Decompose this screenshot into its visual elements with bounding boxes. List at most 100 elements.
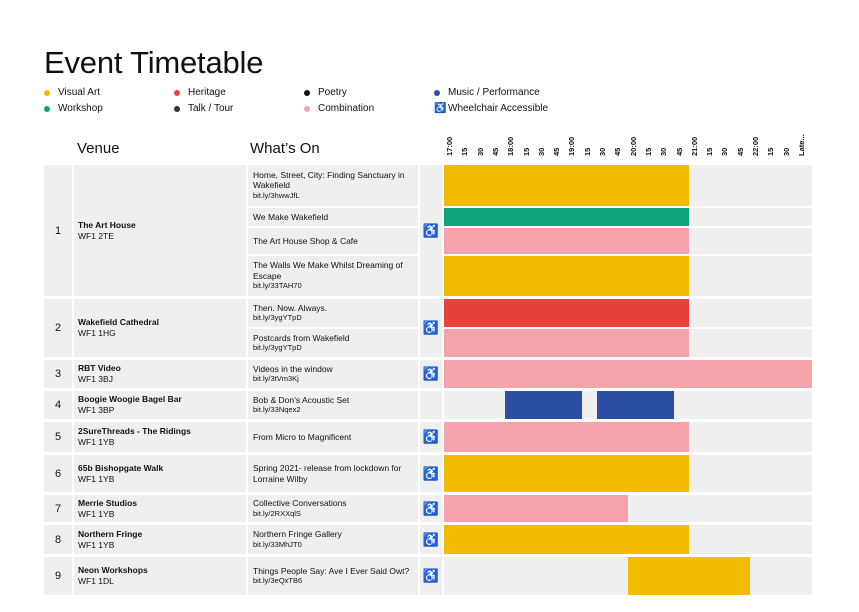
event-cell: Northern Fringe Gallery bit.ly/33MhJT0 bbox=[248, 525, 418, 554]
legend-swatch bbox=[44, 106, 50, 112]
legend-label: Talk / Tour bbox=[188, 103, 234, 114]
venue-number: 9 bbox=[44, 557, 72, 595]
event-cell: Collective Conversations bit.ly/2RXXqlS bbox=[248, 495, 418, 522]
legend-item: Combination bbox=[304, 103, 374, 115]
time-tick-label: 15 bbox=[705, 147, 715, 156]
event-time-bar[interactable] bbox=[444, 525, 689, 554]
legend-item: Music / Performance bbox=[434, 87, 540, 99]
venue-name: Wakefield Cathedral bbox=[78, 317, 159, 327]
accessibility-cell: ♿ bbox=[420, 455, 442, 492]
venue-postcode: WF1 1HG bbox=[78, 328, 116, 338]
legend-label: Heritage bbox=[188, 87, 226, 98]
event-time-bar[interactable] bbox=[444, 455, 689, 492]
event-time-bar[interactable] bbox=[444, 329, 689, 357]
time-tick-label: 30 bbox=[781, 147, 791, 156]
legend-label: Poetry bbox=[318, 87, 347, 98]
legend-swatch bbox=[304, 106, 310, 112]
time-tick-label: 45 bbox=[735, 147, 745, 156]
event-link[interactable]: bit.ly/3ygYTpD bbox=[253, 343, 302, 352]
venue-cell: Neon Workshops WF1 1DL bbox=[74, 557, 246, 595]
venue-number: 3 bbox=[44, 360, 72, 388]
event-link[interactable]: bit.ly/33Nqex2 bbox=[253, 405, 301, 414]
event-link[interactable]: bit.ly/3eQxTB6 bbox=[253, 576, 303, 585]
time-tick-label: 22:00 bbox=[751, 136, 760, 156]
event-cell: Videos in the window bit.ly/3tVm3Kj bbox=[248, 360, 418, 388]
legend-label: Visual Art bbox=[58, 87, 101, 98]
event-title: Home, Street, City: Finding Sanctuary in… bbox=[253, 169, 405, 191]
time-tick-label: 30 bbox=[475, 147, 485, 156]
wheelchair-icon: ♿ bbox=[422, 320, 440, 335]
event-cell: From Micro to Magnificent bbox=[248, 422, 418, 452]
venue-cell: Wakefield Cathedral WF1 1HG bbox=[74, 299, 246, 357]
event-title: Videos in the window bbox=[253, 363, 333, 374]
event-title: Collective Conversations bbox=[253, 498, 347, 508]
event-link[interactable]: bit.ly/33MhJT0 bbox=[253, 539, 302, 549]
venue-number: 6 bbox=[44, 455, 72, 492]
venue-cell: Northern Fringe WF1 1YB bbox=[74, 525, 246, 554]
wheelchair-icon: ♿ bbox=[422, 366, 440, 381]
venue-number: 8 bbox=[44, 525, 72, 554]
event-cell: The Walls We Make Whilst Dreaming of Esc… bbox=[248, 256, 418, 296]
legend-label: Music / Performance bbox=[448, 87, 540, 98]
event-title: Things People Say: Ave I Ever Said Owt? bbox=[253, 565, 410, 576]
event-time-bar[interactable] bbox=[444, 256, 689, 296]
venue-postcode: WF1 1YB bbox=[78, 437, 115, 447]
venue-name: Merrie Studios bbox=[78, 497, 138, 508]
legend-item: Workshop bbox=[44, 103, 103, 115]
venue-cell: Merrie Studios WF1 1YB bbox=[74, 495, 246, 522]
venue-cell: Boogie Woogie Bagel Bar WF1 3BP bbox=[74, 391, 246, 419]
event-title: Postcards from Wakefield bbox=[253, 332, 350, 343]
time-tick-label: Late... bbox=[796, 134, 806, 156]
event-title: From Micro to Magnificent bbox=[253, 431, 352, 442]
event-title: The Art House Shop & Cafe bbox=[253, 235, 358, 246]
accessibility-cell: ♿ bbox=[420, 360, 442, 388]
venue-number: 2 bbox=[44, 299, 72, 357]
event-time-bar[interactable] bbox=[597, 391, 674, 419]
venue-name: Neon Workshops bbox=[78, 565, 148, 575]
wheelchair-icon: ♿ bbox=[422, 222, 440, 238]
event-link[interactable]: bit.ly/2RXXqlS bbox=[253, 508, 301, 518]
event-title: Spring 2021- release from lockdown for L… bbox=[253, 463, 402, 484]
event-time-bar[interactable] bbox=[444, 299, 689, 327]
event-time-bar[interactable] bbox=[444, 208, 689, 226]
time-tick-label: 45 bbox=[613, 147, 623, 156]
time-tick-label: 30 bbox=[720, 147, 730, 156]
accessibility-cell: ♿ bbox=[420, 165, 442, 296]
event-time-bar[interactable] bbox=[627, 557, 750, 595]
event-time-bar[interactable] bbox=[505, 391, 582, 419]
venue-number: 5 bbox=[44, 422, 72, 452]
venue-cell: RBT Video WF1 3BJ bbox=[74, 360, 246, 388]
time-tick-label: 45 bbox=[490, 147, 500, 156]
event-link[interactable]: bit.ly/3ygYTpD bbox=[253, 313, 302, 322]
page-title: Event Timetable bbox=[44, 45, 264, 80]
wheelchair-icon: ♿ bbox=[422, 429, 440, 444]
legend-label: Workshop bbox=[58, 103, 103, 114]
venue-postcode: WF1 3BP bbox=[78, 405, 115, 415]
time-tick-label: 21:00 bbox=[689, 136, 699, 156]
venue-number: 7 bbox=[44, 495, 72, 522]
event-cell: The Art House Shop & Cafe bbox=[248, 228, 418, 254]
event-time-bar[interactable] bbox=[444, 165, 689, 206]
legend-item: Heritage bbox=[174, 87, 226, 99]
event-time-bar[interactable] bbox=[444, 360, 812, 388]
time-tick-label: 15 bbox=[643, 147, 653, 156]
venue-number: 4 bbox=[44, 391, 72, 419]
event-link[interactable]: bit.ly/33TAH70 bbox=[253, 281, 302, 291]
event-cell: Postcards from Wakefield bit.ly/3ygYTpD bbox=[248, 329, 418, 357]
event-time-bar[interactable] bbox=[444, 422, 689, 452]
accessibility-cell: ♿ bbox=[420, 422, 442, 452]
venue-cell: The Art House WF1 2TE bbox=[74, 165, 246, 296]
accessibility-cell: ♿ bbox=[420, 299, 442, 357]
event-time-bar[interactable] bbox=[444, 495, 628, 522]
event-title: Then. Now. Always. bbox=[253, 302, 328, 313]
event-link[interactable]: bit.ly/3hwwJfL bbox=[253, 190, 300, 200]
venue-name: RBT Video bbox=[78, 363, 121, 373]
event-title: We Make Wakefield bbox=[253, 211, 329, 222]
accessibility-cell: ♿ bbox=[420, 525, 442, 554]
event-link[interactable]: bit.ly/3tVm3Kj bbox=[253, 374, 299, 383]
time-tick-label: 30 bbox=[659, 147, 669, 156]
venue-number: 1 bbox=[44, 165, 72, 296]
event-time-bar[interactable] bbox=[444, 228, 689, 254]
legend-item: Visual Art bbox=[44, 87, 100, 99]
time-tick-label: 30 bbox=[536, 147, 546, 156]
